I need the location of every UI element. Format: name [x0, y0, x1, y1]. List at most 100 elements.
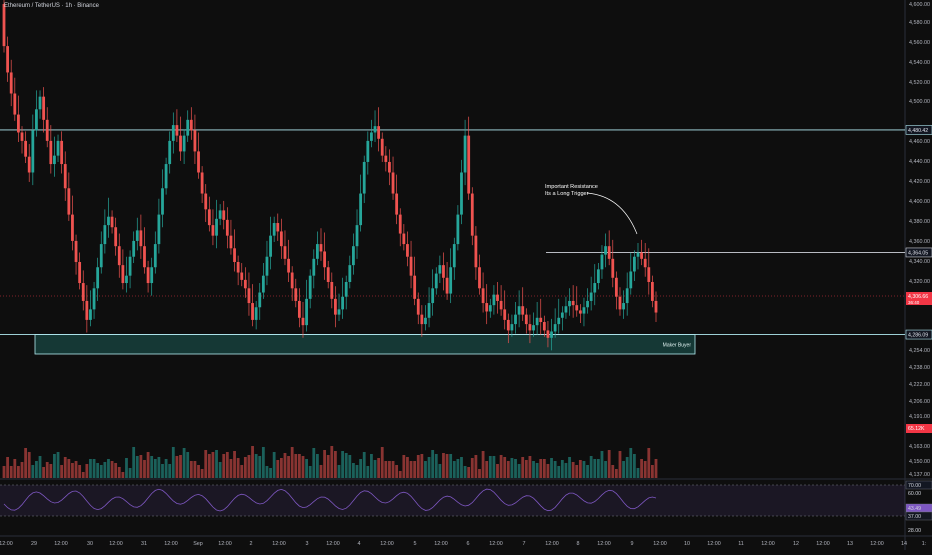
volume-bar	[132, 447, 136, 478]
time-tick-label: 12:00	[489, 541, 503, 547]
volume-bar	[294, 454, 298, 478]
candle-body	[456, 214, 460, 245]
candle-body	[312, 258, 316, 276]
price-tick-label: 4,460.00	[909, 139, 930, 145]
volume-bar	[63, 457, 67, 478]
candle-body	[222, 210, 226, 220]
candle-body	[17, 114, 20, 133]
candle-body	[24, 140, 28, 157]
volume-bar	[319, 465, 323, 478]
price-tick-label: 4,500.00	[909, 99, 930, 105]
volume-bar	[366, 466, 370, 478]
volume-bar	[56, 452, 60, 478]
candle-body	[442, 265, 445, 278]
candle-body	[35, 109, 38, 131]
volume-bar	[640, 459, 643, 478]
volume-bar	[470, 458, 474, 478]
time-tick-label: 12:00	[164, 541, 178, 547]
candle-body	[438, 265, 442, 274]
candle-body	[225, 219, 229, 236]
volume-bar	[654, 459, 658, 478]
candle-body	[110, 216, 114, 228]
volume-bar	[420, 454, 424, 478]
candle-body	[416, 298, 420, 315]
candle-body	[261, 275, 265, 293]
candle-body	[542, 322, 546, 331]
price-tick-label: 4,150.00	[909, 459, 930, 465]
candle-body	[49, 140, 53, 165]
candle-body	[107, 216, 110, 226]
time-tick-label: 12:00	[870, 541, 884, 547]
volume-bar	[532, 461, 535, 478]
candle-body	[269, 235, 272, 257]
candle-body	[215, 218, 218, 236]
volume-bar	[485, 461, 489, 478]
candle-body	[654, 300, 658, 313]
rsi-tick-label: 70.00	[908, 483, 921, 489]
candle-body	[164, 164, 168, 189]
candle-body	[640, 252, 643, 259]
volume-bar	[269, 468, 272, 478]
volume-bar	[107, 459, 110, 478]
volume-bar	[416, 455, 420, 478]
time-tick-label: 12:00	[597, 541, 611, 547]
candle-body	[348, 265, 352, 282]
candle-body	[452, 244, 456, 268]
candle-body	[287, 258, 290, 273]
chart-title: Ethereum / TetherUS · 1h · Binance	[4, 3, 99, 9]
price-tick-label: 4,163.00	[909, 444, 930, 450]
volume-bar	[596, 459, 600, 478]
candle-body	[211, 225, 215, 236]
candle-body	[128, 256, 132, 276]
volume-bar	[114, 463, 118, 478]
price-tick-label: 4,440.00	[909, 159, 930, 165]
volume-bar	[384, 461, 388, 478]
current-price-tag	[906, 292, 932, 305]
candle-body	[352, 246, 355, 266]
time-tick-label: 14	[901, 541, 907, 547]
volume-bar	[179, 455, 182, 478]
volume-bar	[625, 457, 629, 478]
candle-body	[481, 288, 485, 304]
volume-bar	[467, 467, 471, 478]
volume-bar	[197, 465, 200, 478]
candle-body	[334, 298, 337, 315]
annotation-arrow	[586, 192, 638, 235]
candle-body	[233, 248, 236, 262]
volume-bar	[24, 448, 28, 478]
volume-bar	[478, 469, 481, 478]
candle-body	[377, 126, 381, 139]
volume-bar	[89, 459, 92, 478]
volume-bar	[510, 458, 514, 478]
volume-bar	[265, 466, 269, 478]
volume-bar	[460, 457, 463, 478]
level-tag-resistance-top	[905, 125, 932, 135]
volume-bar	[305, 459, 308, 478]
volume-bar	[355, 465, 359, 478]
candles	[2, 0, 658, 351]
candle-body	[53, 155, 56, 165]
time-tick-label: 12:00	[326, 541, 340, 547]
volume-bar	[434, 454, 438, 478]
volume-bar	[586, 465, 589, 478]
price-tick-label: 4,600.00	[909, 2, 930, 8]
candle-body	[431, 288, 435, 304]
candle-body	[81, 283, 85, 301]
candle-body	[370, 132, 373, 141]
candle-body	[557, 317, 561, 325]
candle-body	[197, 151, 200, 173]
volume-bar	[647, 448, 651, 478]
candle-body	[445, 277, 449, 294]
volume-bar	[222, 454, 226, 478]
candle-body	[207, 209, 211, 226]
volume-bar	[164, 459, 168, 478]
volume-bar	[632, 454, 636, 478]
candle-body	[510, 324, 514, 331]
volume-bar	[348, 455, 352, 478]
volume-bar	[110, 461, 114, 478]
volume-bar	[388, 461, 391, 478]
candle-body	[96, 267, 100, 289]
volume-bar	[150, 456, 154, 478]
